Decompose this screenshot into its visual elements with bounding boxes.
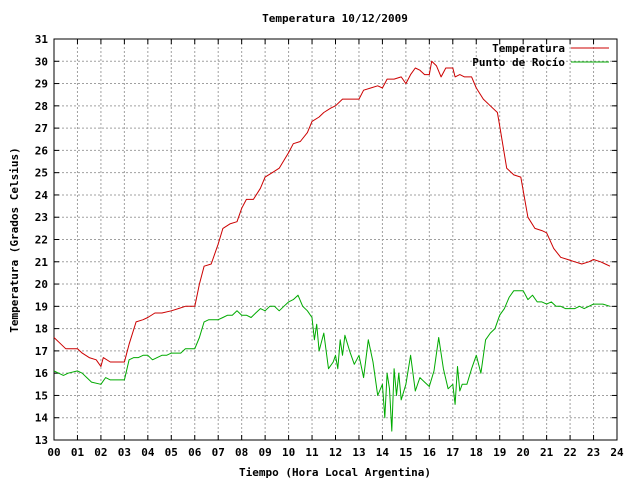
x-tick-label: 09 — [259, 446, 272, 459]
x-tick-label: 01 — [71, 446, 85, 459]
y-tick-label: 18 — [35, 323, 48, 336]
x-tick-label: 12 — [329, 446, 342, 459]
x-tick-label: 14 — [376, 446, 390, 459]
y-tick-label: 16 — [35, 367, 49, 380]
y-tick-label: 27 — [35, 122, 48, 135]
x-tick-label: 03 — [118, 446, 131, 459]
x-tick-label: 00 — [47, 446, 60, 459]
y-tick-label: 23 — [35, 211, 48, 224]
series-layer — [53, 60, 611, 432]
x-tick-label: 23 — [587, 446, 600, 459]
y-tick-label: 19 — [35, 300, 48, 313]
x-tick-label: 07 — [212, 446, 225, 459]
y-tick-label: 22 — [35, 234, 48, 247]
y-tick-label: 31 — [35, 33, 49, 46]
x-tick-label: 05 — [165, 446, 178, 459]
y-tick-label: 17 — [35, 345, 48, 358]
x-tick-label: 11 — [305, 446, 319, 459]
x-tick-label: 08 — [235, 446, 248, 459]
grid-layer — [54, 39, 617, 440]
y-tick-label: 14 — [35, 412, 49, 425]
legend-label: Punto de Rocío — [472, 56, 565, 69]
x-tick-label: 22 — [563, 446, 576, 459]
series-line-temperatura — [53, 60, 611, 367]
y-tick-label: 25 — [35, 167, 48, 180]
y-tick-label: 24 — [35, 189, 49, 202]
x-tick-label: 06 — [188, 446, 202, 459]
x-tick-label: 20 — [517, 446, 530, 459]
series-line-punto-de-rocio — [53, 290, 611, 432]
y-tick-label: 15 — [35, 389, 48, 402]
x-tick-label: 19 — [493, 446, 506, 459]
x-tick-label: 18 — [470, 446, 483, 459]
y-tick-label: 28 — [35, 100, 48, 113]
x-tick-label: 13 — [352, 446, 365, 459]
x-tick-label: 04 — [141, 446, 155, 459]
x-tick-label: 16 — [423, 446, 437, 459]
x-tick-label: 02 — [94, 446, 107, 459]
x-tick-label: 10 — [282, 446, 295, 459]
plot-frame — [53, 38, 618, 441]
y-tick-label: 29 — [35, 78, 48, 91]
x-axis-label: Tiempo (Hora Local Argentina) — [239, 466, 431, 479]
y-tick-label: 20 — [35, 278, 48, 291]
y-axis-label: Temperatura (Grados Celsius) — [8, 147, 21, 332]
axis-layer: 00 01 02 03 04 05 06 07 08 09 10 11 12 13 14 15 16 17 18 19… — [35, 33, 624, 459]
y-tick-label: 21 — [35, 256, 49, 269]
y-tick-label: 30 — [35, 55, 48, 68]
x-tick-label: 17 — [446, 446, 459, 459]
x-tick-label: 24 — [610, 446, 624, 459]
legend-label: Temperatura — [492, 42, 565, 55]
x-tick-label: 21 — [540, 446, 554, 459]
y-tick-label: 26 — [35, 144, 49, 157]
y-tick-label: 13 — [35, 434, 48, 447]
x-tick-label: 15 — [399, 446, 412, 459]
chart-title: Temperatura 10/12/2009 — [262, 12, 408, 25]
